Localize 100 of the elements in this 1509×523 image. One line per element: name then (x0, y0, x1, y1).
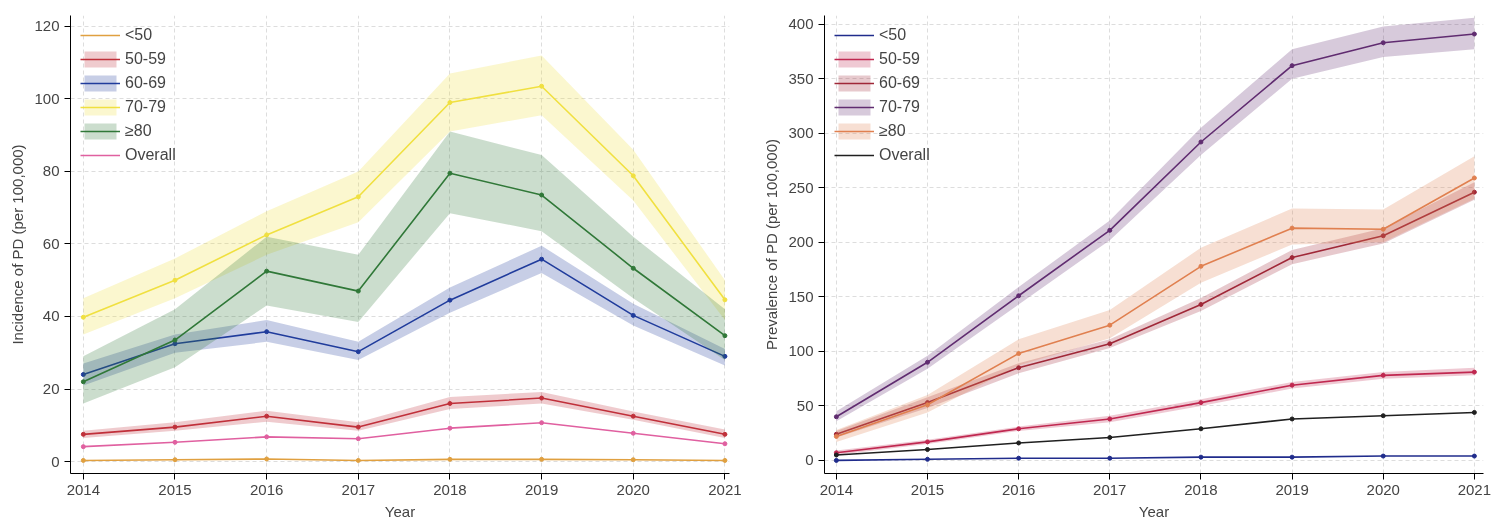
point (1471, 409, 1477, 415)
point (1107, 322, 1113, 328)
point (1380, 372, 1386, 378)
y-tick-label: 0 (805, 451, 814, 469)
point (447, 297, 453, 303)
point (1198, 263, 1204, 269)
y-tick-label: 350 (788, 69, 814, 87)
point (264, 456, 270, 462)
point (1016, 440, 1022, 446)
legend-label: 70-79 (125, 98, 166, 116)
point (447, 425, 453, 431)
point (1471, 31, 1477, 37)
point (722, 353, 728, 359)
point (539, 192, 545, 198)
point (539, 256, 545, 262)
y-tick-label: 400 (788, 15, 814, 33)
point (630, 265, 636, 271)
y-tick-label: 80 (42, 162, 60, 180)
point (1380, 413, 1386, 419)
point (1198, 139, 1204, 145)
legend-label: 50-59 (125, 50, 166, 68)
point (355, 436, 361, 442)
x-tick-label: 2021 (708, 480, 742, 498)
y-axis-title: Prevalence of PD (per 100,000) (763, 139, 781, 350)
point (1471, 175, 1477, 181)
point (1198, 454, 1204, 460)
legend-label: <50 (125, 26, 153, 44)
y-tick-label: 40 (42, 307, 60, 325)
point (539, 395, 545, 401)
point (264, 413, 270, 419)
point (925, 439, 930, 445)
point (1289, 454, 1295, 460)
y-axis-title: Incidence of PD (per 100,000) (9, 144, 27, 345)
x-axis-title: Year (384, 502, 416, 520)
x-tick-label: 2019 (1275, 480, 1309, 498)
y-tick-label: 20 (42, 380, 60, 398)
legend-label: 70-79 (879, 98, 920, 116)
point (264, 434, 270, 440)
point (355, 457, 361, 463)
legend-label: 60-69 (879, 74, 920, 92)
y-tick-label: 100 (788, 342, 814, 360)
x-tick-label: 2016 (1001, 480, 1036, 498)
point (264, 232, 270, 238)
point (1289, 63, 1295, 69)
point (1289, 416, 1295, 422)
point (1016, 351, 1022, 357)
point (539, 83, 545, 89)
point (630, 312, 636, 318)
point (447, 401, 453, 407)
point (630, 457, 636, 463)
point (172, 457, 178, 463)
x-tick-label: 2019 (524, 480, 559, 498)
point (722, 333, 728, 339)
x-tick-label: 2016 (249, 480, 284, 498)
point (1107, 416, 1113, 422)
point (172, 277, 178, 283)
legend-label: Overall (125, 146, 176, 164)
point (80, 444, 86, 450)
y-tick-label: 300 (788, 124, 814, 142)
point (1107, 435, 1113, 441)
legend-label: Overall (879, 146, 930, 164)
point (1016, 293, 1022, 299)
point (833, 457, 839, 463)
point (925, 456, 930, 462)
y-tick-label: 120 (34, 17, 60, 35)
x-tick-label: 2020 (616, 480, 650, 498)
x-axis-title: Year (1138, 502, 1170, 520)
point (1289, 382, 1295, 388)
point (833, 414, 839, 420)
point (80, 379, 86, 385)
point (1107, 455, 1113, 461)
y-tick-label: 250 (788, 178, 814, 196)
point (1016, 426, 1022, 432)
point (722, 441, 728, 447)
point (1107, 341, 1113, 347)
point (925, 359, 930, 365)
point (1471, 369, 1477, 375)
point (1471, 453, 1477, 459)
point (264, 268, 270, 274)
point (447, 100, 453, 106)
point (264, 329, 270, 335)
y-tick-label: 200 (788, 233, 814, 251)
point (539, 456, 545, 462)
y-tick-label: 100 (34, 89, 60, 107)
point (80, 431, 86, 437)
point (172, 439, 178, 445)
point (722, 431, 728, 437)
y-tick-label: 150 (788, 287, 814, 305)
x-tick-label: 2020 (1366, 480, 1400, 498)
point (1380, 226, 1386, 232)
legend-label: 50-59 (879, 50, 920, 68)
legend-label: ≥80 (125, 122, 152, 140)
point (722, 297, 728, 303)
legend-label: 60-69 (125, 74, 166, 92)
point (1198, 426, 1204, 432)
x-tick-label: 2017 (1093, 480, 1127, 498)
point (630, 430, 636, 436)
point (925, 447, 930, 453)
point (1198, 400, 1204, 406)
point (1198, 301, 1204, 307)
